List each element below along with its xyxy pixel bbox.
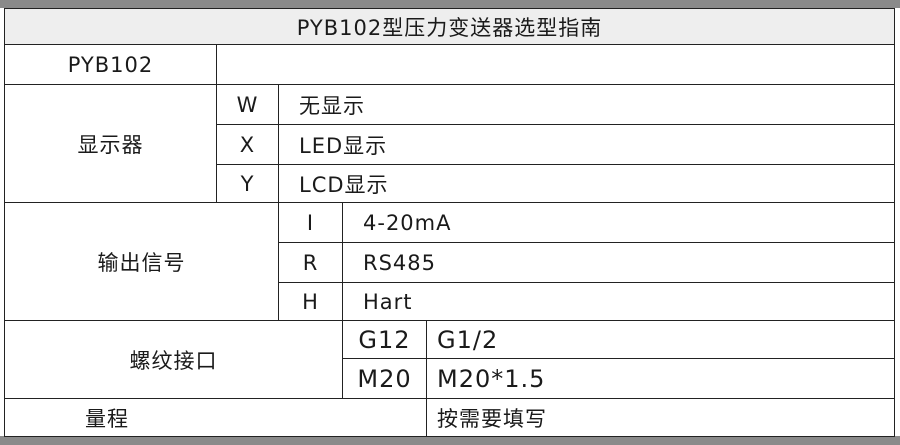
display-label: 显示器 bbox=[4, 84, 217, 203]
display-desc: 无显示 bbox=[278, 84, 895, 125]
output-desc: 4-20mA bbox=[342, 202, 895, 243]
display-code: X bbox=[216, 124, 279, 165]
model-value bbox=[216, 44, 895, 85]
thread-label: 螺纹接口 bbox=[4, 320, 343, 399]
thread-code: M20 bbox=[342, 358, 427, 399]
output-desc: Hart bbox=[342, 282, 895, 321]
range-desc: 按需要填写 bbox=[426, 398, 895, 437]
bottom-bar bbox=[0, 436, 900, 445]
thread-desc: G1/2 bbox=[426, 320, 895, 359]
display-code: W bbox=[216, 84, 279, 125]
output-code: H bbox=[278, 282, 343, 321]
display-desc: LED显示 bbox=[278, 124, 895, 165]
thread-desc: M20*1.5 bbox=[426, 358, 895, 399]
output-code: I bbox=[278, 202, 343, 243]
thread-code: G12 bbox=[342, 320, 427, 359]
model-label: PYB102 bbox=[4, 44, 217, 85]
output-desc: RS485 bbox=[342, 242, 895, 283]
table-title: PYB102型压力变送器选型指南 bbox=[4, 8, 895, 45]
output-label: 输出信号 bbox=[4, 202, 279, 321]
display-desc: LCD显示 bbox=[278, 164, 895, 203]
top-bar bbox=[0, 0, 900, 8]
output-code: R bbox=[278, 242, 343, 283]
range-label: 量程 bbox=[4, 398, 427, 437]
display-code: Y bbox=[216, 164, 279, 203]
